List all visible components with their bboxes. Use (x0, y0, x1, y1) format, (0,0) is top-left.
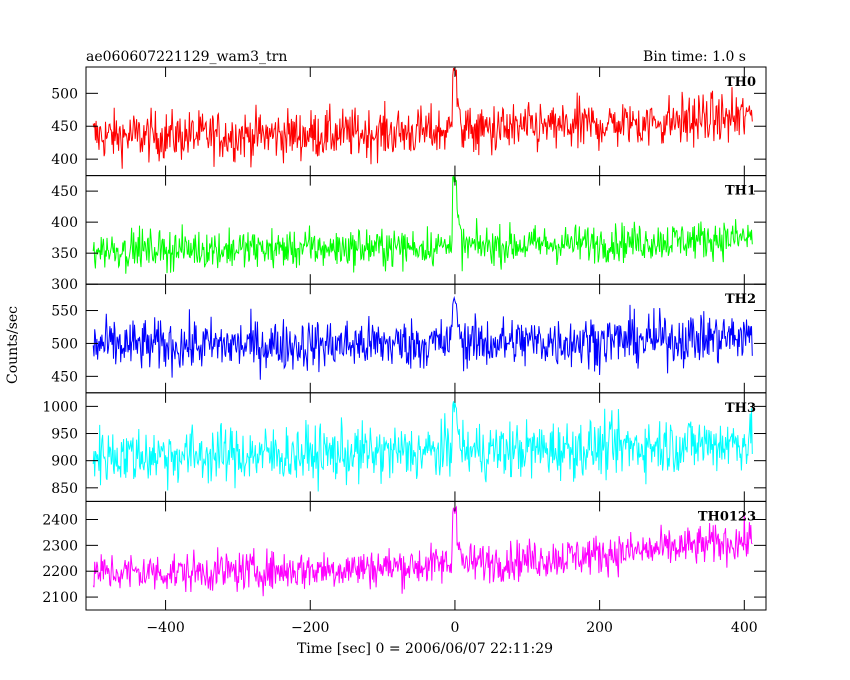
y-tick-label: 1000 (42, 399, 78, 415)
y-tick-label: 2100 (42, 590, 78, 606)
y-tick-label: 2200 (42, 564, 78, 580)
panel-label-th2: TH2 (725, 292, 756, 307)
y-tick-label: 300 (51, 277, 78, 293)
y-tick-label: 500 (51, 336, 78, 352)
y-tick-label: 450 (51, 369, 78, 385)
panel-label-th0123: TH0123 (698, 509, 756, 524)
y-tick-label: 400 (51, 152, 78, 168)
y-tick-label: 2300 (42, 538, 78, 554)
series-line-th1 (92, 175, 753, 274)
y-axis-label: Counts/sec (5, 306, 21, 384)
panel-label-th0: TH0 (725, 75, 756, 90)
series-line-th0 (92, 67, 753, 169)
x-tick-label: 0 (450, 620, 459, 636)
series-line-th0123 (92, 505, 753, 597)
y-tick-label: 400 (51, 215, 78, 231)
y-tick-label: 450 (51, 184, 78, 200)
y-tick-label: 900 (51, 454, 78, 470)
series-line-th3 (92, 401, 753, 492)
bin-time-label: Bin time: 1.0 s (643, 49, 746, 65)
panel-label-th3: TH3 (725, 401, 756, 416)
y-tick-label: 450 (51, 119, 78, 135)
x-tick-label: 400 (731, 620, 758, 636)
panel-frame-th0123 (85, 500, 767, 611)
panel-frame-th1 (85, 175, 767, 285)
x-axis-label: Time [sec] 0 = 2006/06/07 22:11:29 (297, 641, 553, 657)
y-tick-label: 2400 (42, 513, 78, 529)
y-tick-label: 500 (51, 86, 78, 102)
x-tick-label: −400 (146, 620, 184, 636)
panel-stack: TH0 400 450 500 TH1 300 350 400 450 TH2 450 500 550 T… (42, 66, 767, 636)
series-line-th2 (92, 295, 753, 380)
y-tick-label: 550 (51, 304, 78, 320)
x-tick-label: 200 (586, 620, 613, 636)
x-tick-label: −200 (291, 620, 329, 636)
chart-title: ae060607221129_wam3_trn (86, 49, 287, 65)
y-tick-label: 950 (51, 427, 78, 443)
panel-label-th1: TH1 (725, 184, 756, 199)
y-tick-label: 850 (51, 481, 78, 497)
y-tick-label: 350 (51, 246, 78, 262)
